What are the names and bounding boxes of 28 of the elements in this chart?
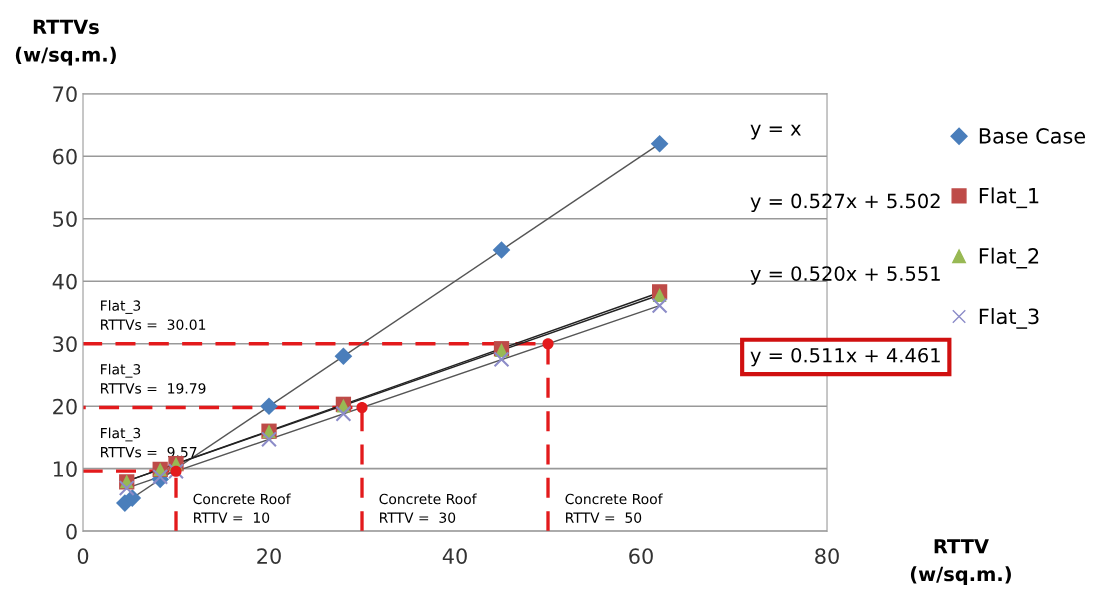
annotation: Concrete Roof RTTV = 30 xyxy=(379,493,477,523)
annotation: y = x xyxy=(750,124,801,140)
x-tick-label: 0 xyxy=(77,548,89,564)
x-axis-title: RTTV (w/sq.m.) xyxy=(910,539,1011,586)
x-tick-label: 80 xyxy=(815,548,839,564)
y-tick-label: 10 xyxy=(53,461,77,477)
y-tick-label: 50 xyxy=(53,211,77,227)
legend-label: Flat_2 xyxy=(979,247,1039,269)
annotation: Concrete Roof RTTV = 50 xyxy=(565,493,663,523)
y-tick-label: 0 xyxy=(66,523,77,540)
annotation: Concrete Roof RTTV = 10 xyxy=(193,493,291,523)
x-tick-label: 40 xyxy=(442,548,467,564)
annotation: Flat_3 RTTVs = 19.79 xyxy=(101,363,206,394)
annotation: Flat_3 RTTVs = 30.01 xyxy=(101,300,206,330)
legend-label: Flat_3 xyxy=(979,308,1039,329)
y-axis-title: RTTVs (w/sq.m.) xyxy=(15,19,116,66)
legend-label: Flat_1 xyxy=(979,187,1039,209)
x-tick-label: 60 xyxy=(629,548,653,564)
y-tick-label: 40 xyxy=(52,273,77,290)
x-tick-label: 20 xyxy=(257,548,281,564)
y-tick-label: 20 xyxy=(53,398,77,415)
annotation: y = 0.527x + 5.502 xyxy=(750,193,940,213)
annotation: y = 0.511x + 4.461 xyxy=(750,347,940,367)
y-tick-label: 60 xyxy=(53,148,77,165)
legend-label: Base Case xyxy=(979,128,1086,144)
y-tick-label: 70 xyxy=(53,86,77,102)
y-tick-label: 30 xyxy=(53,336,77,352)
annotation: y = 0.520x + 5.551 xyxy=(750,266,940,285)
